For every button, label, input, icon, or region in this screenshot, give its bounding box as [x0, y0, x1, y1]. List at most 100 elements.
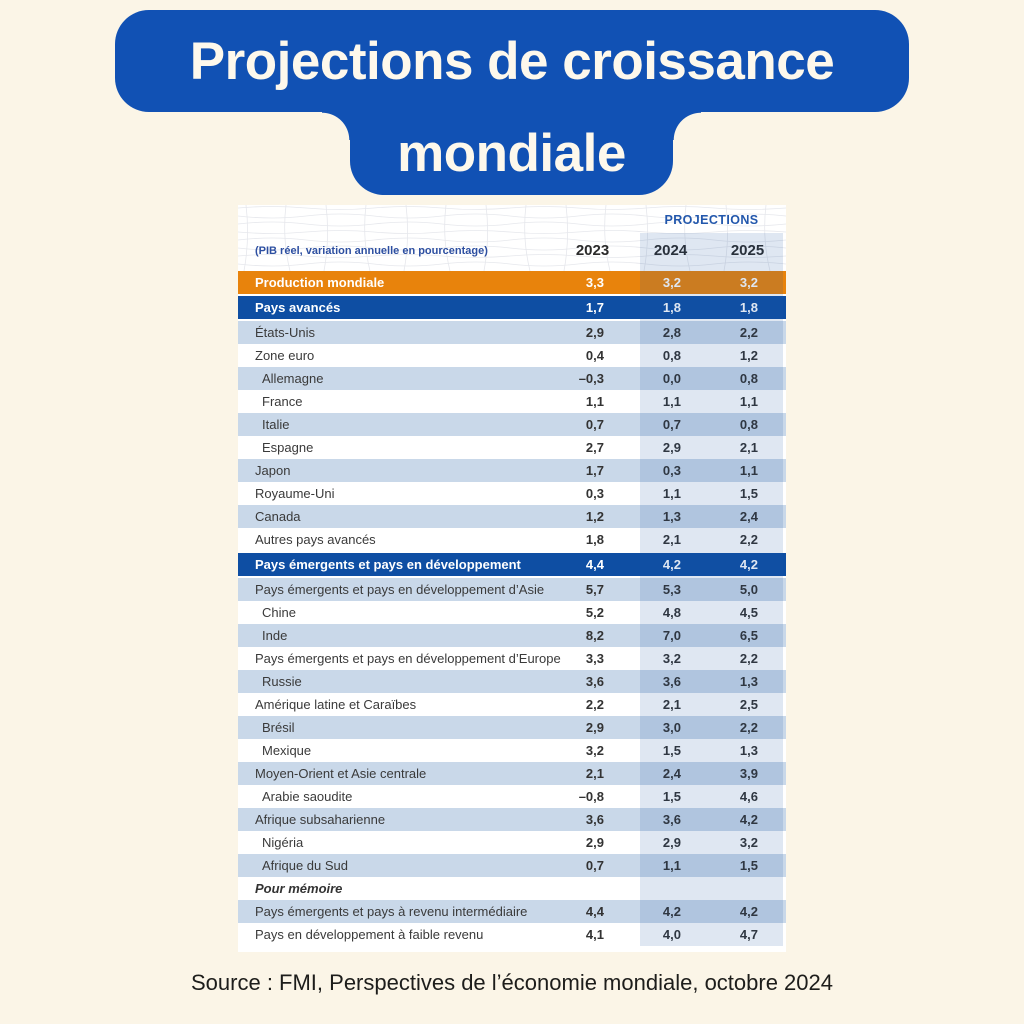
- row-value: 4,5: [739, 605, 758, 620]
- row-value: 3,9: [739, 766, 758, 781]
- table-row: Zone euro 0,4 0,8 1,2: [238, 344, 786, 367]
- row-label: Italie: [262, 417, 290, 432]
- row-value: 3,3: [585, 651, 604, 666]
- row-value: 1,1: [739, 394, 758, 409]
- row-value: 5,7: [585, 582, 604, 597]
- table-row: Afrique du Sud 0,7 1,1 1,5: [238, 854, 786, 877]
- row-value: 2,9: [585, 835, 604, 850]
- table-row: États-Unis 2,9 2,8 2,2: [238, 321, 786, 344]
- row-value: 1,2: [585, 509, 604, 524]
- table-row: Italie 0,7 0,7 0,8: [238, 413, 786, 436]
- row-value: 1,1: [662, 858, 681, 873]
- table-row: France 1,1 1,1 1,1: [238, 390, 786, 413]
- row-label: Afrique subsaharienne: [255, 812, 386, 827]
- row-value: –0,3: [578, 371, 604, 386]
- row-value: 1,5: [662, 743, 681, 758]
- row-value: 2,1: [662, 697, 681, 712]
- row-value: 0,0: [662, 371, 681, 386]
- row-value: 3,0: [662, 720, 681, 735]
- row-value: 3,6: [662, 674, 681, 689]
- row-value: 1,8: [585, 532, 604, 547]
- row-value: 6,5: [739, 628, 758, 643]
- row-value: 1,8: [662, 300, 681, 315]
- row-value: 4,1: [585, 927, 604, 942]
- column-header-2023: 2023: [575, 242, 610, 259]
- row-label: Royaume-Uni: [255, 486, 335, 501]
- table-row: Amérique latine et Caraïbes 2,2 2,1 2,5: [238, 693, 786, 716]
- row-value: 1,2: [739, 348, 758, 363]
- table-row: Brésil 2,9 3,0 2,2: [238, 716, 786, 739]
- row-value: 1,8: [739, 300, 758, 315]
- row-value: 5,0: [739, 582, 758, 597]
- row-value: 1,1: [662, 486, 681, 501]
- row-value: 2,2: [739, 532, 758, 547]
- row-value: 3,3: [585, 275, 604, 290]
- projections-table: PROJECTIONS (PIB réel, variation annuell…: [238, 205, 786, 952]
- row-value: 3,2: [585, 743, 604, 758]
- table-row: Pays émergents et pays en développement 4…: [238, 553, 786, 576]
- row-value: 2,4: [739, 509, 758, 524]
- table-subtitle: (PIB réel, variation annuelle en pourcen…: [255, 245, 488, 257]
- row-label: Pays émergents et pays à revenu interméd…: [255, 904, 528, 919]
- row-value: 2,5: [739, 697, 758, 712]
- title-line1-box: Projections de croissance: [115, 10, 909, 112]
- banner-fillet-left: [322, 112, 350, 140]
- row-value: 0,8: [739, 417, 758, 432]
- row-value: 2,8: [662, 325, 681, 340]
- row-value: 4,2: [739, 812, 758, 827]
- row-value: 0,3: [662, 463, 681, 478]
- row-label: Moyen-Orient et Asie centrale: [255, 766, 427, 781]
- row-value: 2,2: [585, 697, 604, 712]
- row-value: 0,7: [585, 417, 604, 432]
- table-row: Autres pays avancés 1,8 2,1 2,2: [238, 528, 786, 551]
- table-row: Pays avancés 1,7 1,8 1,8: [238, 296, 786, 319]
- column-header-2025: 2025: [730, 242, 765, 259]
- row-value: 4,0: [662, 927, 681, 942]
- row-label: Amérique latine et Caraïbes: [255, 697, 417, 712]
- row-label: Mexique: [262, 743, 312, 758]
- mesh-pattern: [238, 205, 786, 271]
- row-value: 0,8: [662, 348, 681, 363]
- row-value: 0,8: [739, 371, 758, 386]
- row-value: 4,4: [585, 557, 604, 572]
- row-value: 4,7: [739, 927, 758, 942]
- row-value: 8,2: [585, 628, 604, 643]
- projections-header: PROJECTIONS: [664, 213, 759, 227]
- row-value: 2,9: [585, 325, 604, 340]
- table-row: Pour mémoire: [238, 877, 786, 900]
- table-row: Pays en développement à faible revenu 4,1…: [238, 923, 786, 946]
- row-value: 2,4: [662, 766, 681, 781]
- row-value: 2,7: [585, 440, 604, 455]
- row-value: 2,9: [662, 835, 681, 850]
- row-label: Production mondiale: [255, 275, 385, 290]
- row-value: 5,2: [585, 605, 604, 620]
- row-value: 2,2: [739, 325, 758, 340]
- row-label: Pays émergents et pays en développement …: [255, 582, 545, 597]
- row-value: 2,2: [739, 651, 758, 666]
- table-row: Pays émergents et pays à revenu interméd…: [238, 900, 786, 923]
- row-value: 2,9: [662, 440, 681, 455]
- row-value: 3,2: [662, 275, 681, 290]
- row-label: Pays émergents et pays en développement …: [255, 651, 561, 666]
- row-label: Canada: [255, 509, 301, 524]
- row-value: 1,7: [585, 463, 604, 478]
- row-value: 0,7: [662, 417, 681, 432]
- table-row: Moyen-Orient et Asie centrale 2,1 2,4 3,9: [238, 762, 786, 785]
- table-row: Afrique subsaharienne 3,6 3,6 4,2: [238, 808, 786, 831]
- row-label: Espagne: [262, 440, 314, 455]
- table-row: Inde 8,2 7,0 6,5: [238, 624, 786, 647]
- row-value: 4,2: [739, 904, 758, 919]
- row-label: Pays en développement à faible revenu: [255, 927, 484, 942]
- row-label: Inde: [262, 628, 288, 643]
- table-row: Arabie saoudite –0,8 1,5 4,6: [238, 785, 786, 808]
- table-row: Russie 3,6 3,6 1,3: [238, 670, 786, 693]
- row-value: 3,6: [662, 812, 681, 827]
- table-row: Pays émergents et pays en développement …: [238, 578, 786, 601]
- row-label: France: [262, 394, 303, 409]
- row-value: 2,1: [585, 766, 604, 781]
- row-label: Zone euro: [255, 348, 315, 363]
- table-row: Japon 1,7 0,3 1,1: [238, 459, 786, 482]
- row-label: Allemagne: [262, 371, 324, 386]
- row-value: 3,2: [662, 651, 681, 666]
